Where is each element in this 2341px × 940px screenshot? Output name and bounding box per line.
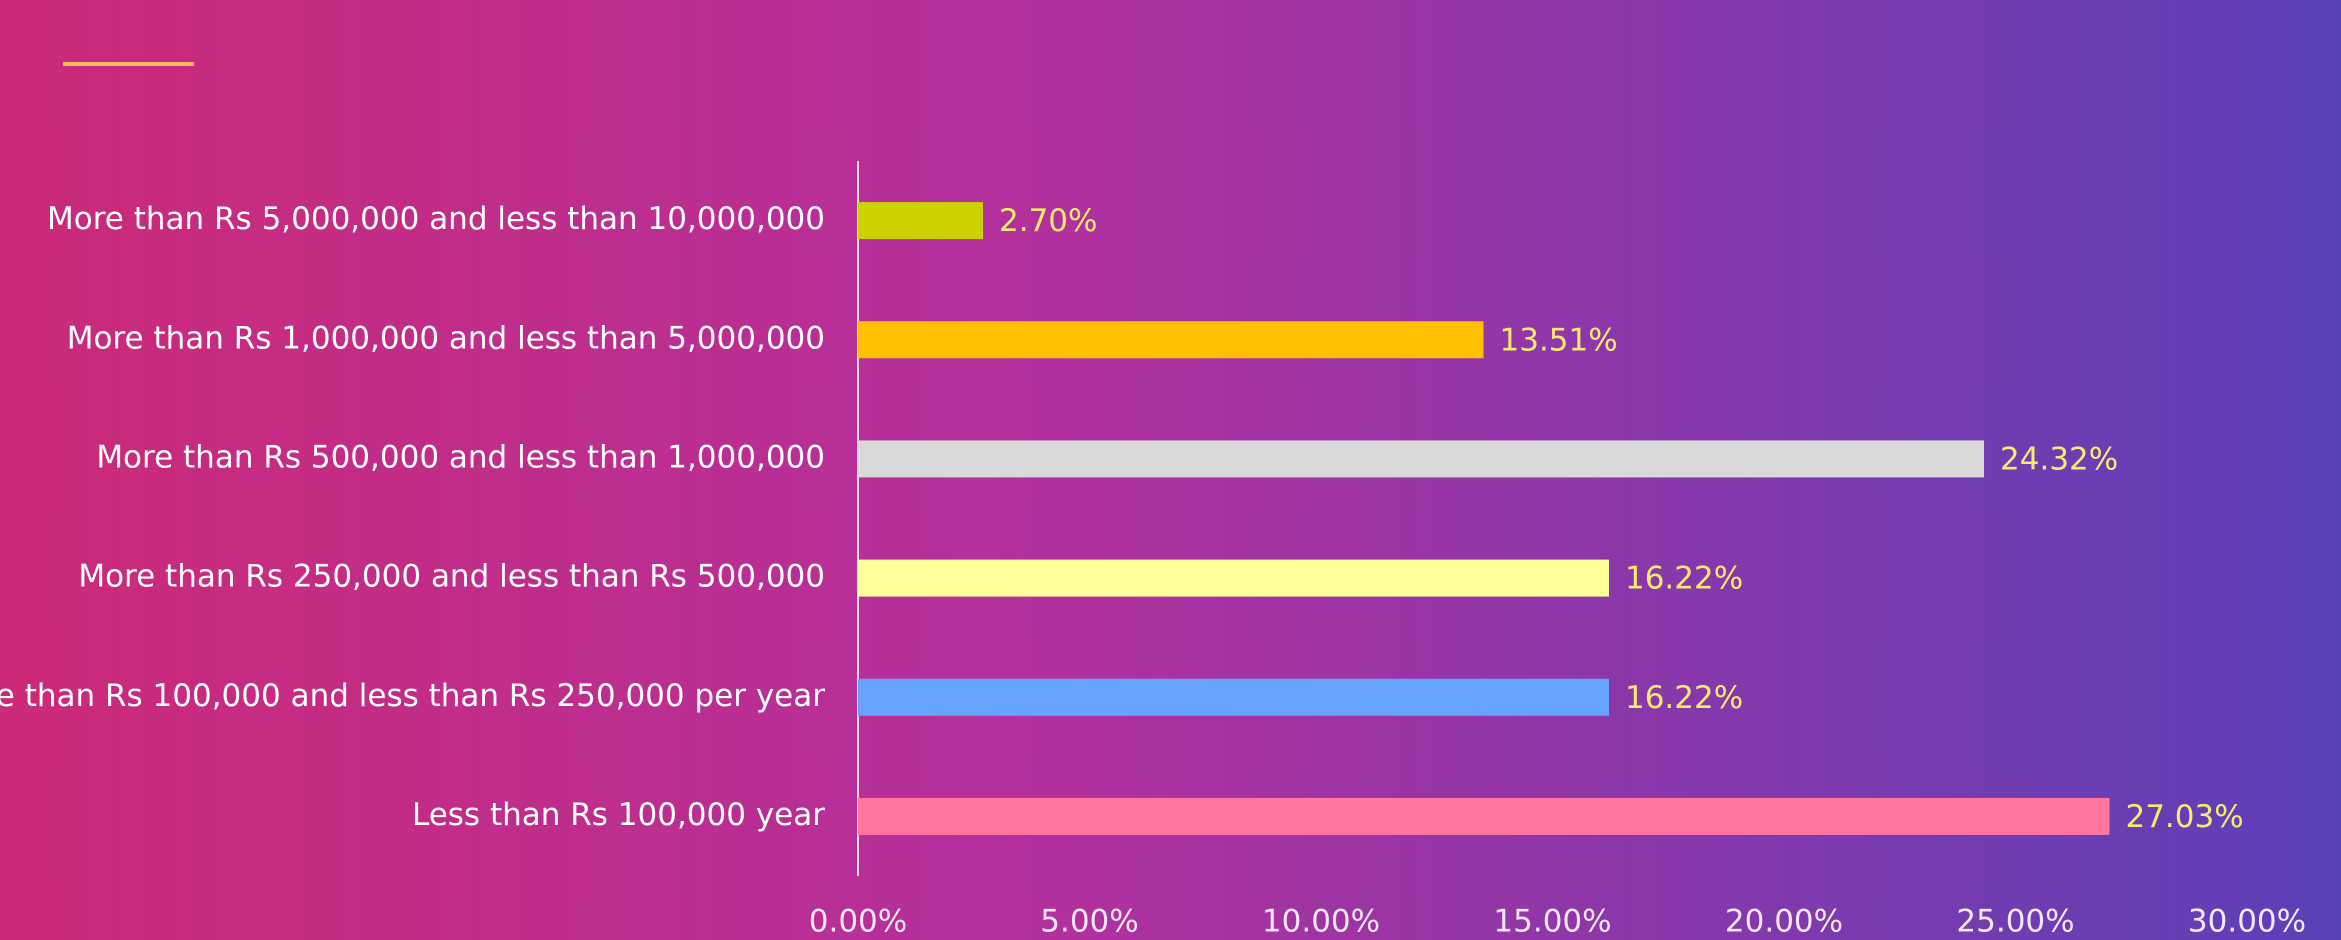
bar <box>858 679 1609 716</box>
x-tick-label: 10.00% <box>1262 904 1380 940</box>
bar <box>858 440 1984 477</box>
chart: 0.00% 5.00% 10.00% 15.00% 20.00% 25.00% 30.00%… <box>0 0 2341 940</box>
value-label: 16.22% <box>1625 680 1743 716</box>
value-label: 27.03% <box>2125 799 2243 835</box>
category-label: More than Rs 1,000,000 and less than 5,0… <box>67 320 825 356</box>
x-tick-label: 25.00% <box>1956 904 2074 940</box>
value-label: 24.32% <box>2000 441 2118 477</box>
category-label: Less than Rs 100,000 year <box>412 797 825 833</box>
x-tick-label: 0.00% <box>809 904 907 940</box>
x-tick-label: 30.00% <box>2188 904 2306 940</box>
value-label: 2.70% <box>999 203 1097 239</box>
value-label: 13.51% <box>1500 322 1618 358</box>
bar <box>858 560 1609 597</box>
x-tick-label: 20.00% <box>1725 904 1843 940</box>
x-tick-label: 15.00% <box>1493 904 1611 940</box>
bar <box>858 321 1484 358</box>
category-label: More than Rs 5,000,000 and less than 10,… <box>47 201 825 237</box>
category-label: More than Rs 100,000 and less than Rs 25… <box>0 678 825 714</box>
bar <box>858 202 983 239</box>
value-label: 16.22% <box>1625 561 1743 597</box>
category-label: More than Rs 250,000 and less than Rs 50… <box>78 559 825 595</box>
category-label: More than Rs 500,000 and less than 1,000… <box>96 439 825 475</box>
bar <box>858 798 2109 835</box>
x-tick-label: 5.00% <box>1040 904 1138 940</box>
